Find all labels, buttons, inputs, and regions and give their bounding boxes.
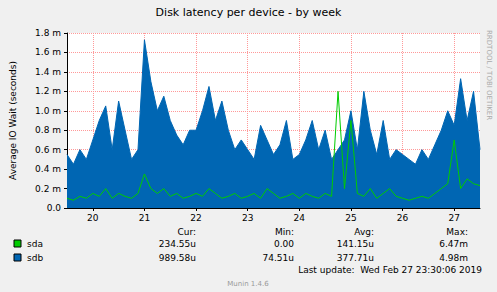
svg-text:Disk latency per device - by w: Disk latency per device - by week (156, 6, 342, 19)
svg-text:sdb: sdb (27, 253, 43, 263)
svg-text:4.98m: 4.98m (439, 253, 468, 263)
svg-text:26: 26 (397, 213, 409, 223)
svg-text:25: 25 (345, 213, 356, 223)
svg-text:234.55u: 234.55u (159, 239, 196, 249)
svg-text:Max:: Max: (446, 227, 468, 237)
svg-text:74.51u: 74.51u (263, 253, 294, 263)
svg-text:Min:: Min: (275, 227, 294, 237)
svg-text:141.15u: 141.15u (337, 239, 374, 249)
svg-text:1.0 m: 1.0 m (35, 106, 61, 116)
svg-text:0.2 m: 0.2 m (35, 184, 61, 194)
svg-text:Avg:: Avg: (354, 227, 374, 237)
svg-text:1.4 m: 1.4 m (35, 67, 61, 77)
svg-text:377.71u: 377.71u (337, 253, 374, 263)
svg-text:1.8 m: 1.8 m (35, 28, 61, 38)
svg-text:0.6 m: 0.6 m (35, 145, 61, 155)
svg-text:Last update: Wed Feb 27 23:30: Last update: Wed Feb 27 23:30:06 2019 (298, 265, 482, 275)
svg-text:0.0: 0.0 (47, 203, 62, 213)
svg-text:sda: sda (27, 239, 43, 249)
svg-text:21: 21 (139, 213, 150, 223)
svg-text:Munin 1.4.6: Munin 1.4.6 (227, 280, 269, 288)
svg-text:1.2 m: 1.2 m (35, 86, 61, 96)
svg-text:Average IO Wait (seconds): Average IO Wait (seconds) (8, 61, 18, 180)
svg-text:6.47m: 6.47m (439, 239, 468, 249)
svg-text:23: 23 (242, 213, 253, 223)
svg-text:RRDTOOL / TOBI OETIKER: RRDTOOL / TOBI OETIKER (485, 30, 493, 120)
svg-text:0.4 m: 0.4 m (35, 164, 61, 174)
svg-text:0.8 m: 0.8 m (35, 125, 61, 135)
svg-text:22: 22 (190, 213, 201, 223)
svg-text:24: 24 (294, 213, 306, 223)
svg-text:20: 20 (87, 213, 99, 223)
svg-text:Cur:: Cur: (177, 227, 196, 237)
svg-text:1.6 m: 1.6 m (35, 47, 61, 57)
svg-text:27: 27 (448, 213, 459, 223)
svg-text:989.58u: 989.58u (159, 253, 196, 263)
svg-text:0.00: 0.00 (274, 239, 294, 249)
